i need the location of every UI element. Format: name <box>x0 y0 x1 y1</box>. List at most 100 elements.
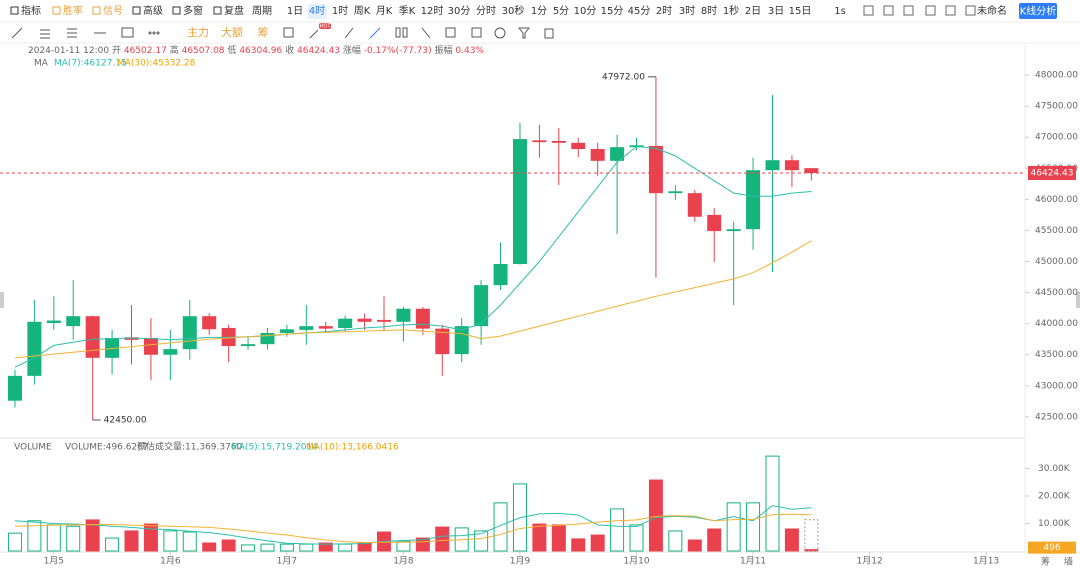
volume-bar <box>668 530 683 552</box>
volume-bar <box>784 528 799 552</box>
toolbar-icon[interactable] <box>945 5 956 16</box>
toolbar-icon[interactable] <box>863 5 874 16</box>
x-tick-label: 1月11 <box>740 556 766 567</box>
last-price-label: 46424.43 <box>1031 168 1074 178</box>
candle-body <box>726 229 741 232</box>
y-tick-label: 45500.00 <box>1035 226 1078 236</box>
toolbar-item[interactable]: 8时 <box>701 5 717 17</box>
side-label[interactable]: 墙 <box>1064 556 1073 568</box>
candle-body <box>85 316 100 358</box>
volume-bar <box>182 531 197 552</box>
toolbar-item[interactable]: 季K <box>399 5 416 17</box>
toolbar-item[interactable]: 3时 <box>679 5 695 17</box>
scroll-handle[interactable] <box>0 292 4 308</box>
toolbar-item[interactable]: 30秒 <box>502 4 525 17</box>
toolbar-item[interactable]: 15分 <box>601 5 624 17</box>
y-tick-label: 10.00K <box>1038 519 1071 529</box>
volume-bar <box>687 539 702 552</box>
candle-body <box>338 318 353 329</box>
active-period-bg <box>308 4 327 19</box>
toolbar-icon[interactable] <box>903 5 914 16</box>
toolbar-item[interactable]: 2日 <box>745 6 761 17</box>
ma-legend-title: MA <box>34 59 49 69</box>
toolbar-item[interactable]: 多窗 <box>183 4 203 17</box>
toolbar-item[interactable]: 2时 <box>656 5 672 17</box>
toolbar-item[interactable]: 1分 <box>531 5 547 17</box>
y-tick-label: 42500.00 <box>1035 412 1078 422</box>
candle-body <box>241 344 256 347</box>
volume-bar <box>318 542 333 552</box>
candle-body <box>202 316 217 330</box>
ma-legend: MA(7):46127.15 <box>54 59 127 69</box>
toolbar-item[interactable]: 1日 <box>287 6 303 17</box>
toolbar-item[interactable]: 分时 <box>476 5 496 17</box>
scroll-handle[interactable] <box>1076 292 1080 308</box>
toolbar-item[interactable]: 5分 <box>553 5 569 17</box>
hot-badge: HOT <box>320 24 332 30</box>
y-tick-label: 47000.00 <box>1035 133 1078 143</box>
y-tick-label: 43000.00 <box>1035 381 1078 391</box>
volume-legend: MA(10):13,166.0416 <box>306 443 399 453</box>
toolbar-item[interactable]: 指标 <box>21 4 41 17</box>
toolbar-item[interactable]: 3日 <box>768 6 784 17</box>
toolbar-item[interactable]: 4时 <box>309 5 325 17</box>
toolbar-item[interactable]: 30分 <box>448 5 471 17</box>
toolbar-item[interactable]: 周K <box>354 5 371 17</box>
candle-body <box>46 320 61 324</box>
annotation-label: 47972.00 <box>602 72 645 82</box>
toolbar-item[interactable]: 10分 <box>574 5 597 17</box>
volume-legend: MA(5):15,719.2014 <box>231 443 318 453</box>
annotation-label: 42450.00 <box>104 415 147 425</box>
volume-bar <box>202 542 217 552</box>
toolbar-item[interactable]: 1秒 <box>723 4 739 17</box>
toolbar-icon[interactable] <box>925 5 936 16</box>
candle-body <box>105 337 120 358</box>
volume-bar <box>532 523 547 552</box>
x-tick-label: 1月7 <box>277 556 297 567</box>
toolbar-icon <box>52 6 61 15</box>
toolbar-item[interactable]: 12时 <box>421 5 444 17</box>
volume-bar <box>610 508 625 552</box>
toolbar-item[interactable]: 1时 <box>332 5 348 17</box>
side-label[interactable]: 筹 <box>1041 556 1050 568</box>
ma-line <box>14 240 812 359</box>
toolbar-item[interactable]: 15日 <box>789 6 812 17</box>
analysis-button-bg[interactable] <box>1019 3 1057 19</box>
toolbar-icon[interactable] <box>883 5 894 16</box>
candle-body <box>474 285 489 327</box>
toolbar-icon[interactable] <box>965 5 976 16</box>
volume-bar <box>279 543 294 552</box>
volume-bar <box>221 539 236 552</box>
y-tick-label: 48000.00 <box>1035 71 1078 81</box>
toolbar-item[interactable]: 信号 <box>103 5 123 17</box>
tool-chips[interactable]: 筹 <box>258 25 269 39</box>
volume-legend: VOLUME:496.6207 <box>65 443 149 453</box>
draw-tools[interactable] <box>11 27 554 39</box>
candle-body <box>357 318 372 322</box>
volume-bar <box>707 528 722 552</box>
volume-current-box <box>1028 541 1076 554</box>
x-tick-label: 1月13 <box>973 556 999 567</box>
candle-body <box>493 263 508 286</box>
toolbar-item[interactable]: 月K <box>376 5 393 17</box>
account-name[interactable]: 未命名 <box>977 4 1007 17</box>
toolbar-item[interactable]: 周期 <box>252 5 272 17</box>
tool-large[interactable]: 大额 <box>221 25 243 39</box>
toolbar-item[interactable]: 胜率 <box>63 4 83 17</box>
candle-body <box>804 168 819 173</box>
volume-bar <box>260 543 275 552</box>
volume-bar <box>105 537 120 552</box>
toolbar-item[interactable]: 高级 <box>143 4 163 17</box>
volume-bar <box>551 524 566 552</box>
toolbar-item[interactable]: 45分 <box>628 5 651 17</box>
toolbar-item[interactable]: 复盘 <box>224 4 244 17</box>
x-tick-label: 1月10 <box>623 556 649 567</box>
candle-body <box>668 191 683 194</box>
toolbar-item[interactable]: 1s <box>834 6 846 17</box>
volume-bar <box>27 520 42 552</box>
tool-main[interactable]: 主力 <box>187 26 209 39</box>
analysis-button[interactable]: K线分析 <box>1020 5 1057 18</box>
volume-bar <box>85 519 100 552</box>
